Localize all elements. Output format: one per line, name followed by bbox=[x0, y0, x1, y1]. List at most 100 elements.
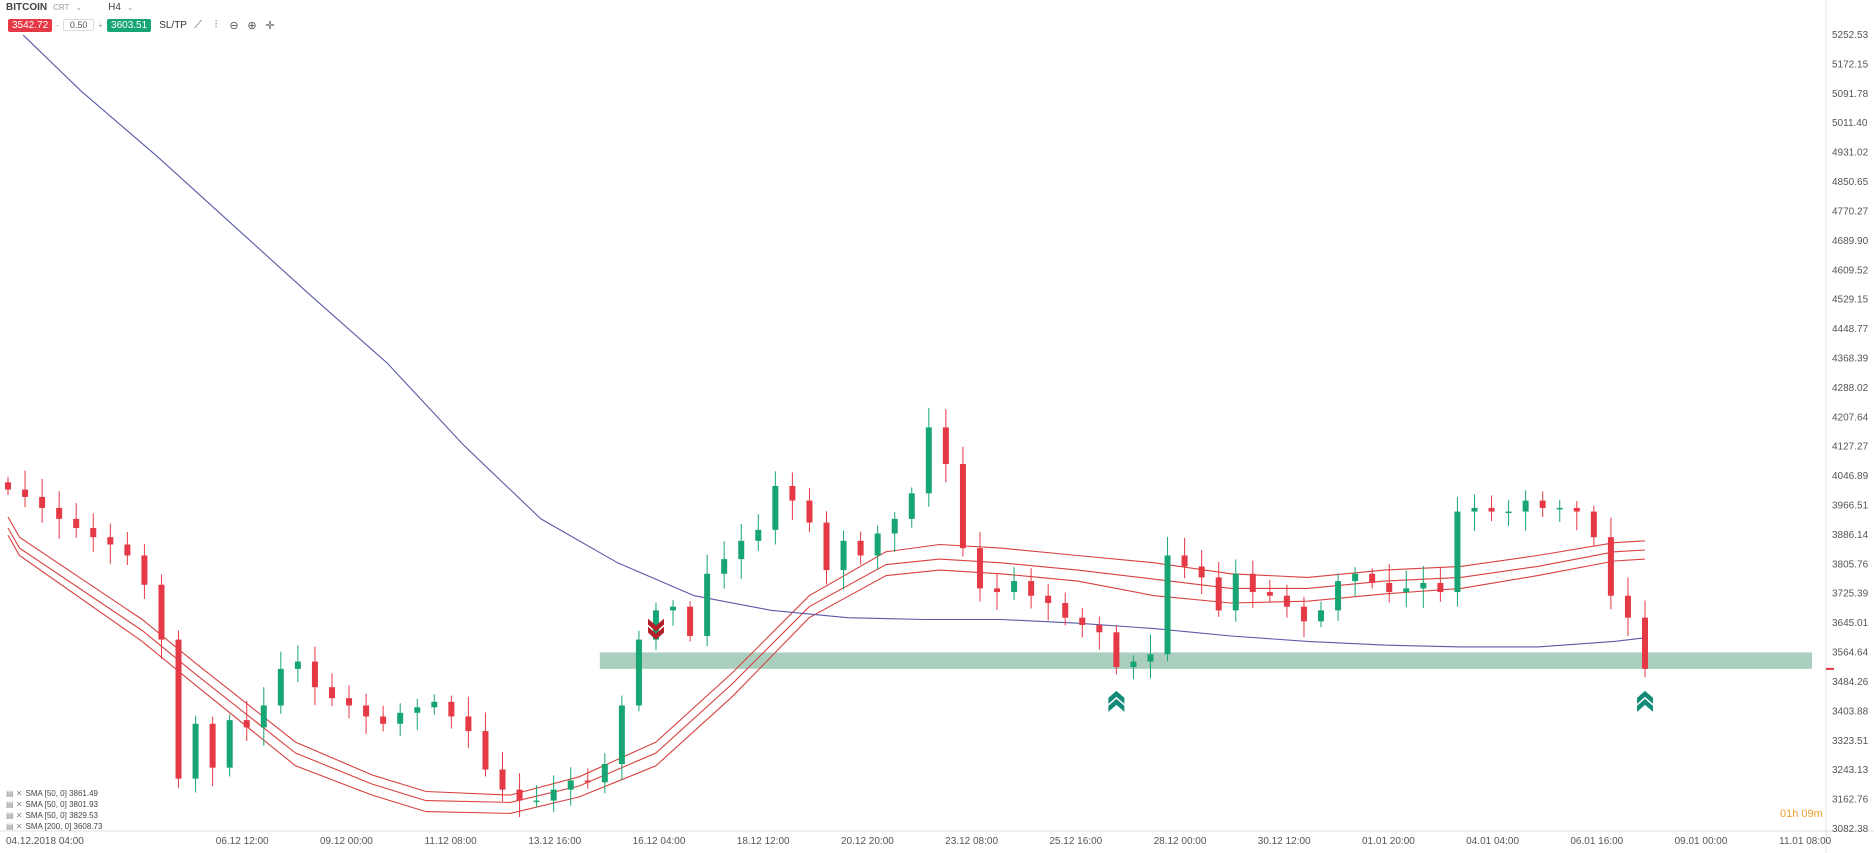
zoom-out-icon[interactable]: ⊖ bbox=[229, 19, 239, 32]
candle-up bbox=[1011, 581, 1018, 593]
candle-down bbox=[1300, 606, 1307, 622]
indicator-settings-icon[interactable]: ▤ ✕ bbox=[6, 789, 23, 798]
candle-down bbox=[107, 537, 114, 545]
spread-plus-icon[interactable]: + bbox=[98, 20, 104, 30]
y-tick-label: 3645.01 bbox=[1832, 618, 1869, 629]
indicator-legend: ▤ ✕ SMA [50, 0] 3861.49 ▤ ✕ SMA [50, 0] 38… bbox=[6, 788, 102, 832]
x-tick-label: 09.01 00:00 bbox=[1675, 836, 1728, 847]
candle-down bbox=[1113, 632, 1120, 668]
candle-down bbox=[482, 731, 489, 770]
indicator-settings-icon[interactable]: ▤ ✕ bbox=[6, 822, 23, 831]
y-tick-label: 5172.15 bbox=[1832, 59, 1869, 70]
buy-signal-arrow-icon bbox=[1637, 690, 1653, 712]
x-tick-label: 06.01 16:00 bbox=[1570, 836, 1623, 847]
sltp-button[interactable]: SL/TP bbox=[159, 19, 187, 31]
candle-down bbox=[328, 687, 335, 699]
candle-down bbox=[499, 769, 506, 790]
candle-up bbox=[431, 701, 438, 708]
legend-item[interactable]: ▤ ✕ SMA [200, 0] 3608.73 bbox=[6, 822, 103, 831]
candle-up bbox=[874, 533, 881, 556]
candle-up bbox=[192, 723, 199, 779]
buy-button[interactable]: 3603.51 bbox=[107, 18, 152, 32]
candle-up bbox=[414, 707, 421, 713]
candle-down bbox=[1062, 603, 1069, 618]
x-tick-label: 11.01 08:00 bbox=[1779, 836, 1832, 847]
y-tick-label: 3323.51 bbox=[1832, 736, 1869, 747]
candle-up bbox=[840, 540, 847, 571]
candle-down bbox=[363, 705, 370, 717]
y-tick-label: 4609.52 bbox=[1832, 265, 1869, 276]
y-tick-label: 3162.76 bbox=[1832, 795, 1869, 806]
zoom-in-icon[interactable]: ⊕ bbox=[247, 19, 257, 32]
candle-up bbox=[550, 789, 557, 801]
candle-up bbox=[755, 529, 762, 541]
candle-down bbox=[942, 427, 949, 464]
candle-down bbox=[1573, 507, 1580, 512]
candle-down bbox=[1266, 592, 1273, 596]
candle-down bbox=[1198, 566, 1205, 578]
candle-up bbox=[601, 764, 608, 783]
candle-down bbox=[124, 544, 131, 556]
y-tick-label: 3403.88 bbox=[1832, 706, 1869, 717]
candle-up bbox=[925, 427, 932, 494]
candle-up bbox=[670, 606, 677, 611]
candle-down bbox=[806, 500, 813, 523]
indicator-settings-icon[interactable]: ▤ ✕ bbox=[6, 811, 23, 820]
y-tick-label: 4689.90 bbox=[1832, 236, 1869, 247]
legend-item[interactable]: ▤ ✕ SMA [50, 0] 3861.49 bbox=[6, 789, 98, 798]
candle-up bbox=[1164, 555, 1171, 655]
candle-up bbox=[294, 661, 301, 669]
sell-button[interactable]: 3542.72 bbox=[8, 18, 53, 32]
y-tick-label: 4368.39 bbox=[1832, 353, 1869, 364]
indicators-icon[interactable]: ⫶ bbox=[214, 18, 218, 31]
volume-field[interactable]: 0.50 bbox=[62, 19, 95, 31]
candle-down bbox=[976, 548, 983, 589]
candle-down bbox=[823, 522, 830, 571]
candle-up bbox=[260, 705, 267, 728]
candle-down bbox=[1369, 573, 1376, 583]
indicator-settings-icon[interactable]: ▤ ✕ bbox=[6, 800, 23, 809]
y-tick-label: 4127.27 bbox=[1832, 442, 1869, 453]
candle-up bbox=[891, 518, 898, 534]
candle-up bbox=[721, 559, 728, 574]
candle-up bbox=[618, 705, 625, 765]
y-tick-label: 5011.40 bbox=[1832, 118, 1868, 129]
timeframe-select[interactable]: H4 bbox=[108, 1, 121, 13]
candle-down bbox=[1590, 511, 1597, 538]
legend-item[interactable]: ▤ ✕ SMA [50, 0] 3801.93 bbox=[6, 800, 98, 809]
candle-down bbox=[243, 720, 250, 728]
candle-down bbox=[1079, 617, 1086, 625]
trade-bar: 3542.72 - 0.50 + 3603.51 SL/TP ⟋ ⫶ ⊖ ⊕ ✛ bbox=[8, 17, 277, 33]
y-tick-label: 3805.76 bbox=[1832, 559, 1869, 570]
spread-minus-icon[interactable]: - bbox=[56, 20, 59, 30]
buy-signal-arrow-icon bbox=[1108, 690, 1125, 712]
symbol-name[interactable]: BITCOIN bbox=[6, 1, 48, 13]
line-chart-icon[interactable]: ⟋ bbox=[194, 18, 202, 31]
sma50-lower-line bbox=[7, 535, 1646, 814]
candle-up bbox=[738, 540, 745, 560]
x-tick-label: 28.12 00:00 bbox=[1154, 836, 1207, 847]
candle-up bbox=[1471, 507, 1478, 512]
candle-down bbox=[1028, 581, 1035, 596]
candle-up bbox=[1335, 581, 1342, 611]
candle-down bbox=[5, 482, 11, 490]
crosshair-icon[interactable]: ✛ bbox=[265, 19, 275, 32]
support-zone bbox=[599, 652, 1812, 669]
x-tick-label: 23.12 08:00 bbox=[945, 836, 998, 847]
candle-down bbox=[1488, 507, 1495, 512]
legend-item[interactable]: ▤ ✕ SMA [50, 0] 3829.53 bbox=[6, 811, 98, 820]
candle-down bbox=[380, 716, 387, 724]
sell-signal-arrow-icon bbox=[647, 618, 664, 640]
candle-up bbox=[635, 639, 642, 706]
timeframe-chevron-down-icon[interactable]: ⌄ bbox=[126, 2, 134, 12]
y-tick-label: 4850.65 bbox=[1832, 177, 1869, 188]
candle-down bbox=[857, 540, 864, 556]
symbol-chevron-down-icon[interactable]: ⌄ bbox=[75, 2, 83, 12]
candle-up bbox=[1420, 582, 1427, 589]
candle-up bbox=[226, 720, 233, 768]
candle-up bbox=[1556, 507, 1563, 510]
candle-up bbox=[277, 668, 284, 706]
candle-up bbox=[1232, 573, 1239, 611]
y-tick-label: 4529.15 bbox=[1832, 295, 1869, 306]
